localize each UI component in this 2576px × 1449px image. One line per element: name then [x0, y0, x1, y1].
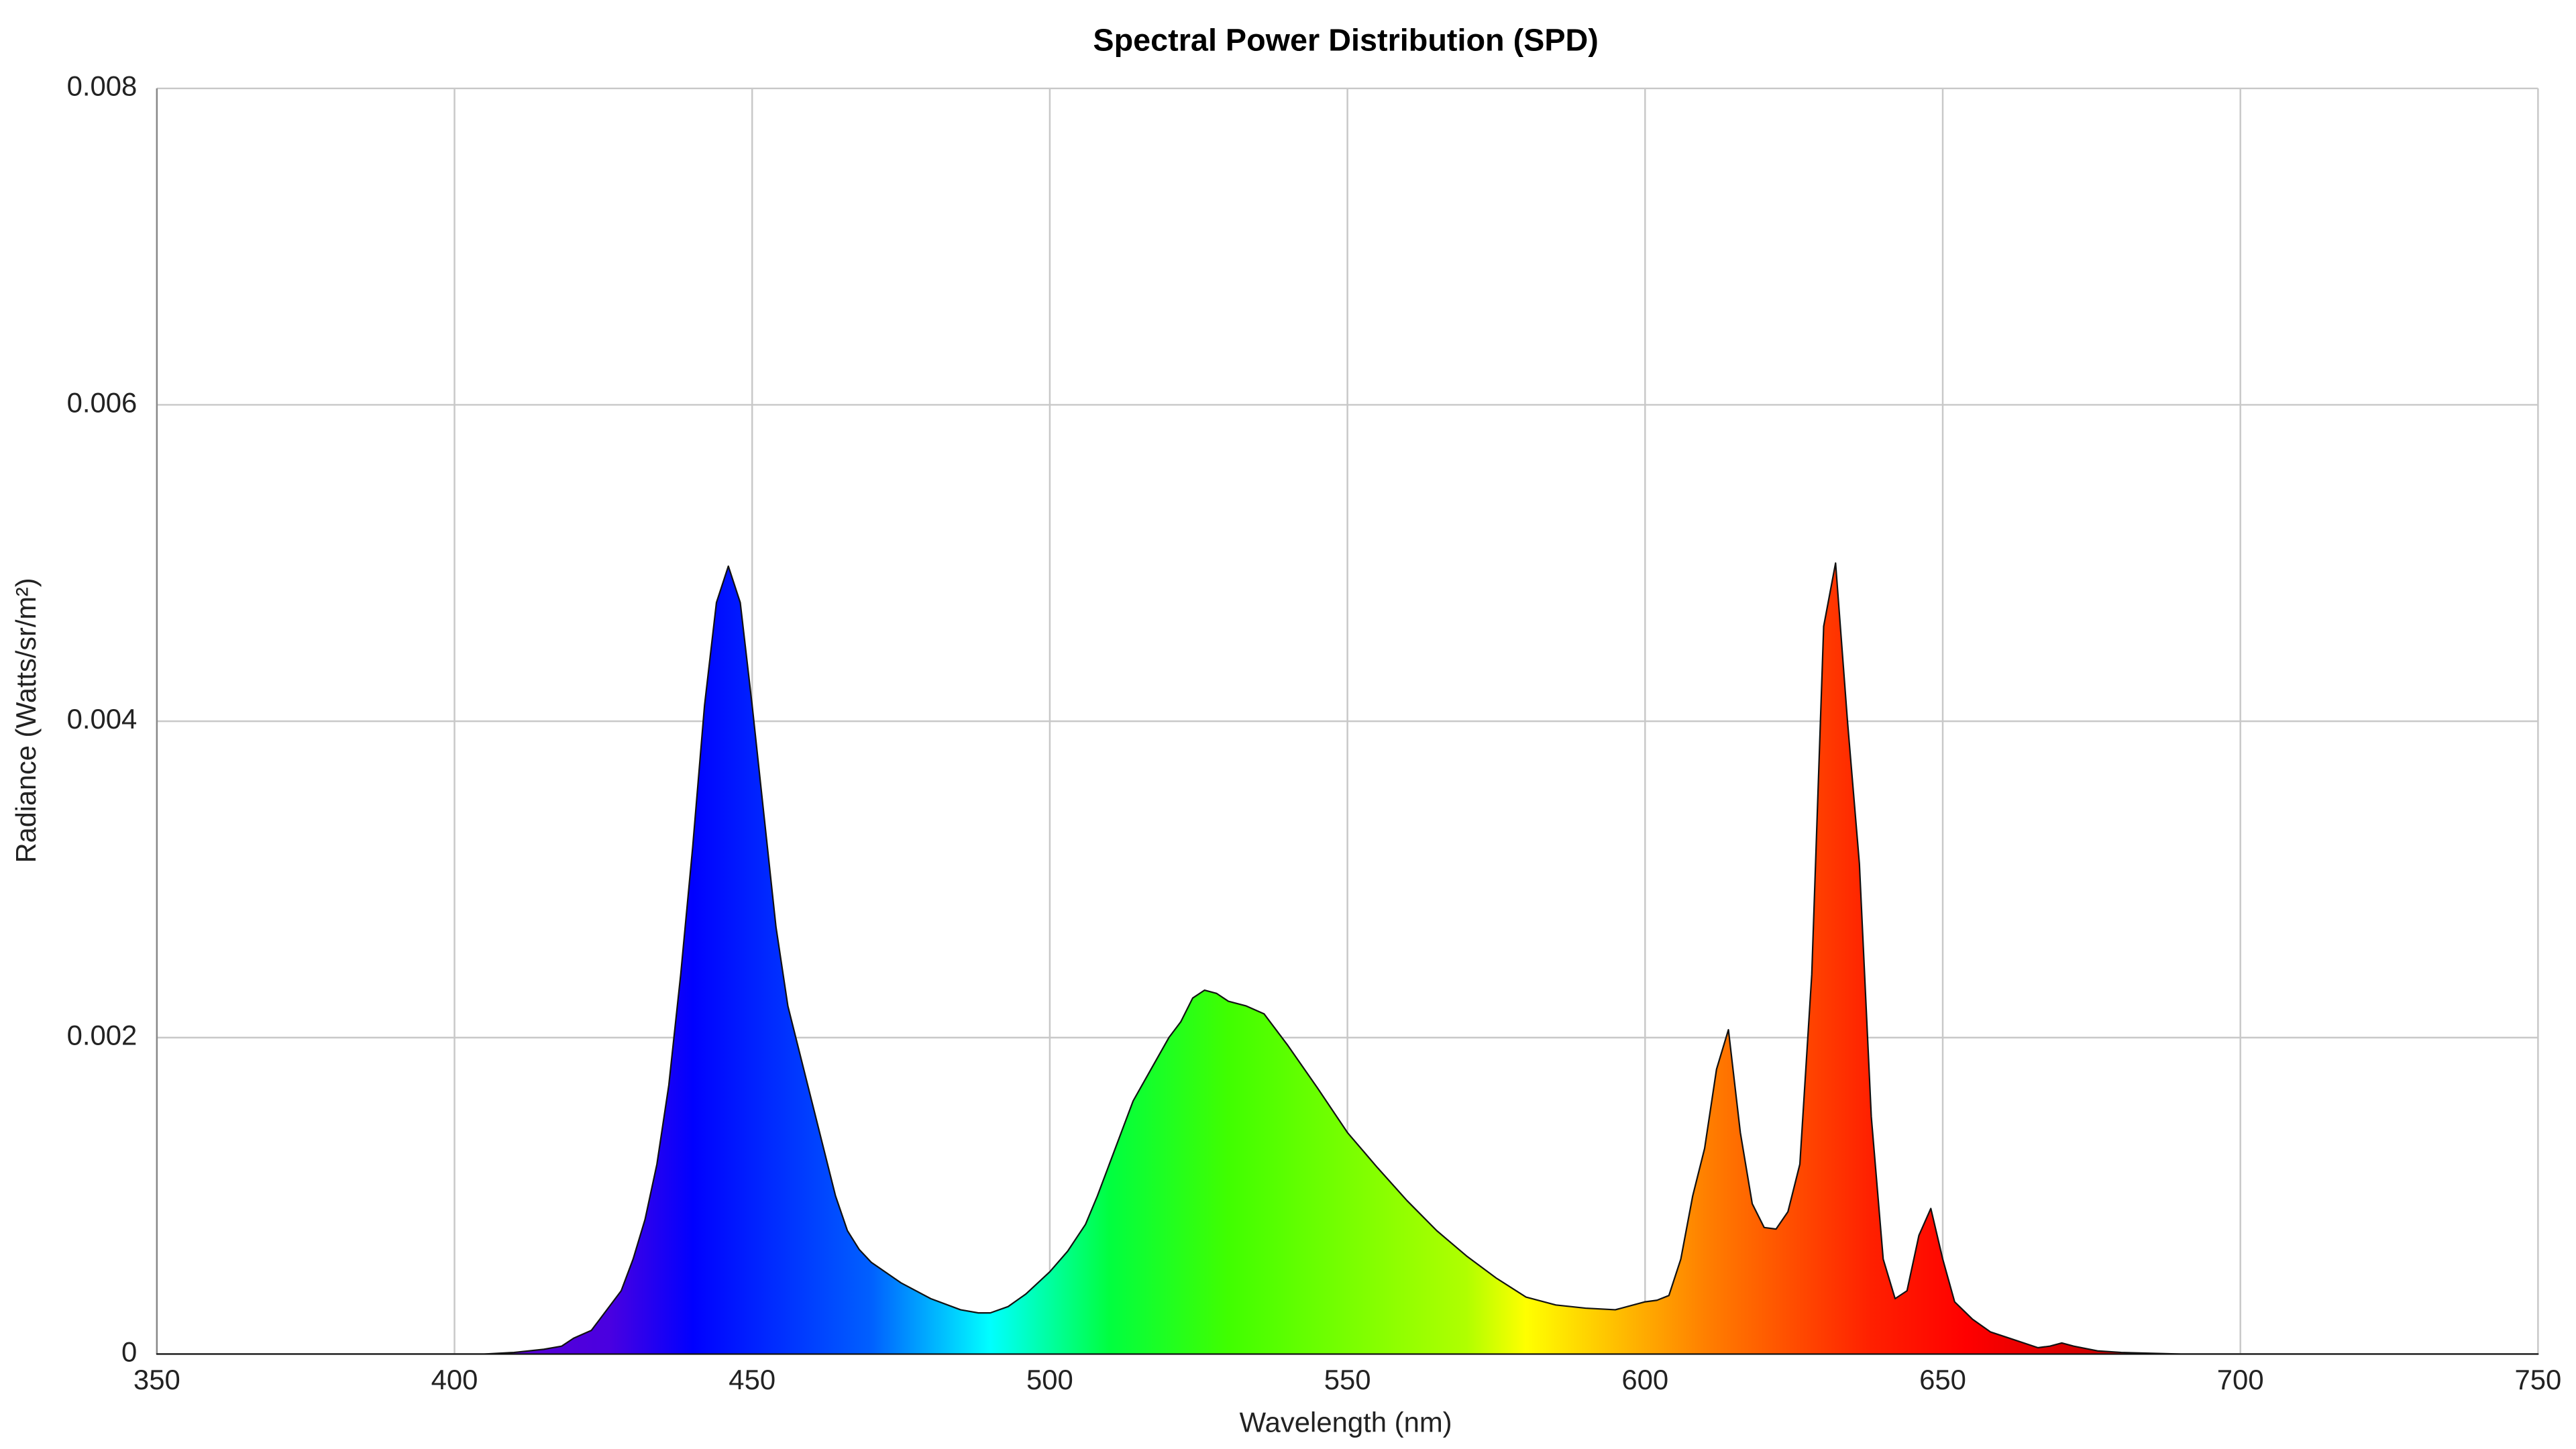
x-tick-label: 400 [431, 1364, 478, 1395]
spectrum-area [156, 562, 2539, 1355]
x-tick-label: 650 [1919, 1364, 1966, 1395]
y-tick-label: 0.008 [67, 70, 138, 102]
y-tick-label: 0.006 [67, 387, 138, 419]
x-tick-label: 550 [1324, 1364, 1371, 1395]
grid [156, 87, 2539, 1355]
x-axis-label: Wavelength (nm) [1240, 1407, 1452, 1438]
y-tick-label: 0.002 [67, 1020, 138, 1051]
x-tick-label: 700 [2217, 1364, 2264, 1395]
chart-title: Spectral Power Distribution (SPD) [1093, 23, 1598, 58]
y-tick-label: 0.004 [67, 703, 138, 735]
x-tick-label: 750 [2514, 1364, 2561, 1395]
plot [156, 562, 2539, 1355]
x-tick-label: 450 [729, 1364, 775, 1395]
x-tick-label: 600 [1621, 1364, 1668, 1395]
tick-labels: 0 0.002 0.004 0.006 0.008 350 400 450 500 550 600 6… [67, 70, 2562, 1395]
y-tick-label: 0 [121, 1336, 137, 1368]
x-tick-label: 350 [133, 1364, 180, 1395]
x-tick-label: 500 [1026, 1364, 1073, 1395]
y-axis-label: Radiance (Watts/sr/m²) [10, 578, 42, 863]
